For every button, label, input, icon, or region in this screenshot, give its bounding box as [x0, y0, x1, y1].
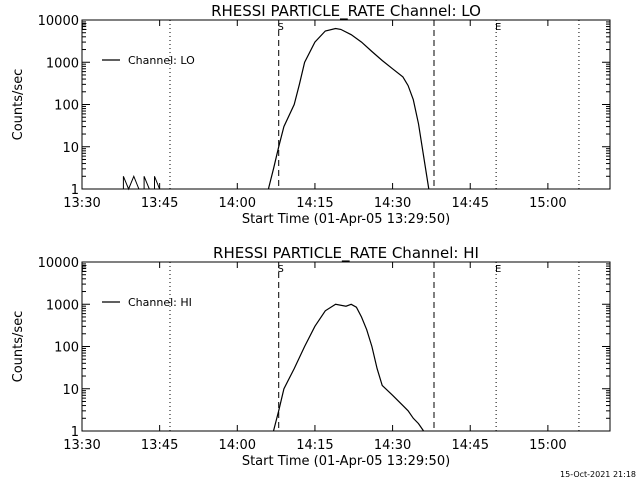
chart-2-series-line	[272, 303, 425, 432]
chart-1-noise-line	[122, 174, 161, 191]
chart-1-x-tick-label: 14:15	[296, 196, 333, 211]
chart-2-y-tick-label: 10000	[38, 256, 79, 271]
chart-2-x-tick-label: 14:45	[452, 438, 489, 453]
chart-2-x-tick-label: 14:15	[296, 438, 333, 453]
chart-1-series-line	[267, 27, 430, 190]
chart-1-x-tick-label: 14:30	[374, 196, 411, 211]
chart-1-legend-label: Channel: LO	[128, 54, 195, 67]
chart-1-marker-label: E	[81, 22, 87, 33]
chart-2-x-tick-label: 13:30	[63, 438, 100, 453]
chart-2-x-axis-label: Start Time (01-Apr-05 13:29:50)	[242, 454, 450, 469]
chart-2-marker-label: S	[278, 264, 284, 275]
chart-1-y-tick-label: 1000	[46, 56, 79, 71]
chart-1-x-axis-label: Start Time (01-Apr-05 13:29:50)	[242, 212, 450, 227]
chart-1-y-tick-label: 100	[54, 99, 79, 114]
chart-2-y-tick-label: 1000	[46, 298, 79, 313]
chart-1-marker-label: S	[278, 22, 284, 33]
chart-2-title: RHESSI PARTICLE_RATE Channel: HI	[213, 244, 479, 263]
chart-1-y-tick-label: 10000	[38, 14, 79, 29]
chart-1-frame	[81, 19, 611, 190]
chart-1-x-tick-label: 13:30	[63, 196, 100, 211]
chart-2-y-tick-label: 100	[54, 341, 79, 356]
chart-2-x-tick-label: 14:30	[374, 438, 411, 453]
chart-1-panel: RHESSI PARTICLE_RATE Channel: LO Start Ti…	[11, 2, 611, 227]
chart-1-marker-label: E	[495, 22, 501, 33]
chart-1-y-tick-label: 10	[62, 141, 79, 156]
chart-2-panel: RHESSI PARTICLE_RATE Channel: HI Start Ti…	[11, 244, 611, 469]
chart-1-x-tick-label: 15:00	[529, 196, 566, 211]
footer-timestamp: 15-Oct-2021 21:18	[560, 470, 636, 479]
chart-2-y-tick-label: 10	[62, 383, 79, 398]
chart-2-y-tick-label: 1	[71, 425, 79, 440]
chart-2-frame	[81, 261, 611, 432]
chart-1-x-tick-label: 13:45	[141, 196, 178, 211]
chart-1-x-tick-label: 14:00	[219, 196, 256, 211]
chart-2-x-tick-label: 14:00	[219, 438, 256, 453]
chart-2-legend-label: Channel: HI	[128, 296, 192, 309]
chart-1-title: RHESSI PARTICLE_RATE Channel: LO	[211, 2, 481, 21]
chart-2-y-axis-label: Counts/sec	[11, 311, 26, 383]
chart-1-x-tick-label: 14:45	[452, 196, 489, 211]
chart-1-y-axis-label: Counts/sec	[11, 69, 26, 141]
chart-2-x-tick-label: 13:45	[141, 438, 178, 453]
chart-1-y-tick-label: 1	[71, 183, 79, 198]
chart-2-x-tick-label: 15:00	[529, 438, 566, 453]
chart-2-marker-label: E	[495, 264, 501, 275]
chart-2-marker-label: E	[81, 264, 87, 275]
